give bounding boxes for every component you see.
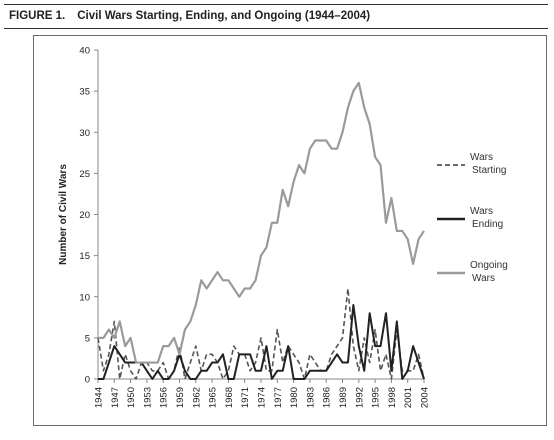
x-tick-label: 2004	[420, 387, 431, 408]
x-tick-label: 2001	[403, 387, 414, 408]
x-tick-label: 1980	[289, 387, 300, 408]
y-tick-label: 25	[79, 169, 90, 180]
x-tick-label: 1986	[322, 387, 333, 408]
series-line-wars-starting	[97, 287, 425, 380]
y-tick-label: 40	[79, 46, 90, 57]
x-tick-label: 1998	[387, 387, 398, 408]
y-tick-label: 35	[79, 87, 90, 98]
y-axis-label: Number of Civil Wars	[58, 164, 69, 265]
figure-label: FIGURE 1.	[9, 10, 66, 22]
y-tick-label: 30	[79, 128, 90, 139]
legend-label-wars-ending: Wars Ending	[470, 206, 503, 230]
x-tick-label: 1956	[159, 387, 170, 408]
x-tick-label: 1971	[240, 387, 251, 408]
x-tick-label: 1959	[175, 387, 186, 408]
x-tick-label: 1962	[191, 387, 202, 408]
x-tick-label: 1995	[371, 387, 382, 408]
figure-caption: Civil Wars Starting, Ending, and Ongoing…	[77, 10, 371, 22]
series-line-wars-ending	[98, 303, 425, 380]
x-tick-label: 1977	[273, 387, 284, 408]
figure-title: FIGURE 1. Civil Wars Starting, Ending, an…	[9, 10, 370, 22]
y-tick-label: 20	[79, 210, 90, 221]
legend-label-ongoing-wars: Ongoing Wars	[470, 260, 508, 284]
series-line-ongoing-wars	[98, 81, 425, 364]
x-tick-label: 1989	[338, 387, 349, 408]
x-tick-label: 1983	[305, 387, 316, 408]
x-tick-label: 1992	[354, 387, 365, 408]
legend-label-wars-starting: Wars Starting	[470, 152, 506, 176]
x-tick-label: 1953	[142, 387, 153, 408]
title-rule	[4, 28, 548, 29]
y-tick-label: 15	[79, 251, 90, 262]
y-tick-label: 10	[79, 292, 90, 303]
x-tick-label: 1947	[110, 387, 121, 408]
x-tick-label: 1965	[208, 387, 219, 408]
x-tick-label: 1968	[224, 387, 235, 408]
y-tick-label: 0	[85, 375, 90, 386]
x-tick-label: 1974	[257, 387, 268, 408]
top-rule	[4, 4, 548, 5]
y-tick-label: 5	[85, 333, 90, 344]
x-tick-label: 1950	[126, 387, 137, 408]
x-tick-label: 1944	[94, 387, 105, 408]
